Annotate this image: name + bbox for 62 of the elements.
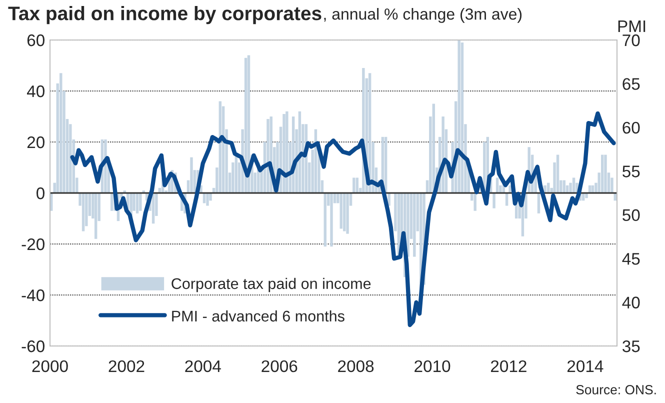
bar <box>343 193 346 232</box>
y2-tick-label: 65 <box>622 78 640 90</box>
y2-tick-label: 50 <box>622 209 640 222</box>
bar <box>600 154 604 193</box>
x-tick-label: 2008 <box>338 360 374 372</box>
y2-tick-label: 40 <box>622 296 640 308</box>
source-note: Source: ONS. <box>576 385 656 394</box>
bar <box>604 154 607 193</box>
bar <box>458 40 460 193</box>
y2-tick-label: 70 <box>622 34 640 46</box>
x-tick-label: 2006 <box>262 360 298 372</box>
y-tick-label: 20 <box>27 136 44 148</box>
bar <box>340 193 342 229</box>
chart-subtitle: , annual % change (3m ave) <box>324 8 522 23</box>
legend-label: PMI - advanced 6 months <box>172 310 344 322</box>
bar <box>556 154 560 193</box>
bar <box>508 185 512 193</box>
x-tick-label: 2000 <box>32 360 68 372</box>
x-tick-label: 2010 <box>414 360 450 372</box>
bar <box>346 193 349 234</box>
bar <box>60 73 62 193</box>
bar <box>413 193 416 257</box>
bar <box>206 193 209 206</box>
y-tick-label: 40 <box>26 85 44 98</box>
bar <box>544 185 546 193</box>
x-tick-label: 2004 <box>185 360 221 372</box>
bar <box>585 193 588 198</box>
bar <box>352 178 356 193</box>
bar <box>572 178 576 193</box>
bar <box>266 119 270 193</box>
bar <box>286 111 288 193</box>
x-tick-label: 2014 <box>567 360 604 372</box>
y-tick-label: -40 <box>22 289 44 302</box>
y-tick-label: -60 <box>22 340 44 352</box>
legend-label: Corporate tax paid on income <box>172 278 371 292</box>
x-tick-label: 2002 <box>108 360 144 372</box>
bar <box>356 178 359 193</box>
bar <box>82 193 85 232</box>
bar <box>136 193 139 214</box>
bar <box>496 178 499 193</box>
y2-tick-label: 35 <box>622 340 640 352</box>
y2-tick-label: 60 <box>622 122 640 134</box>
bar <box>110 193 114 211</box>
bar <box>562 180 566 193</box>
bar <box>474 193 476 211</box>
y2-axis-title: PMI <box>618 20 646 32</box>
x-tick-label: 2012 <box>490 360 526 372</box>
y-tick-label: 0 <box>36 187 44 200</box>
y2-tick-label: 55 <box>622 166 640 178</box>
bar <box>537 193 540 214</box>
line-series <box>70 111 616 328</box>
bar <box>94 193 98 239</box>
y-tick-label: -20 <box>22 238 44 250</box>
bar <box>324 193 326 247</box>
y-tick-label: 60 <box>27 34 44 46</box>
y2-tick-label: 45 <box>622 253 640 265</box>
bar <box>330 193 333 247</box>
bar <box>492 193 496 208</box>
bar <box>282 114 286 193</box>
bar <box>139 193 142 211</box>
bar <box>190 157 193 193</box>
chart-title: Tax paid on income by corporates <box>8 6 322 24</box>
